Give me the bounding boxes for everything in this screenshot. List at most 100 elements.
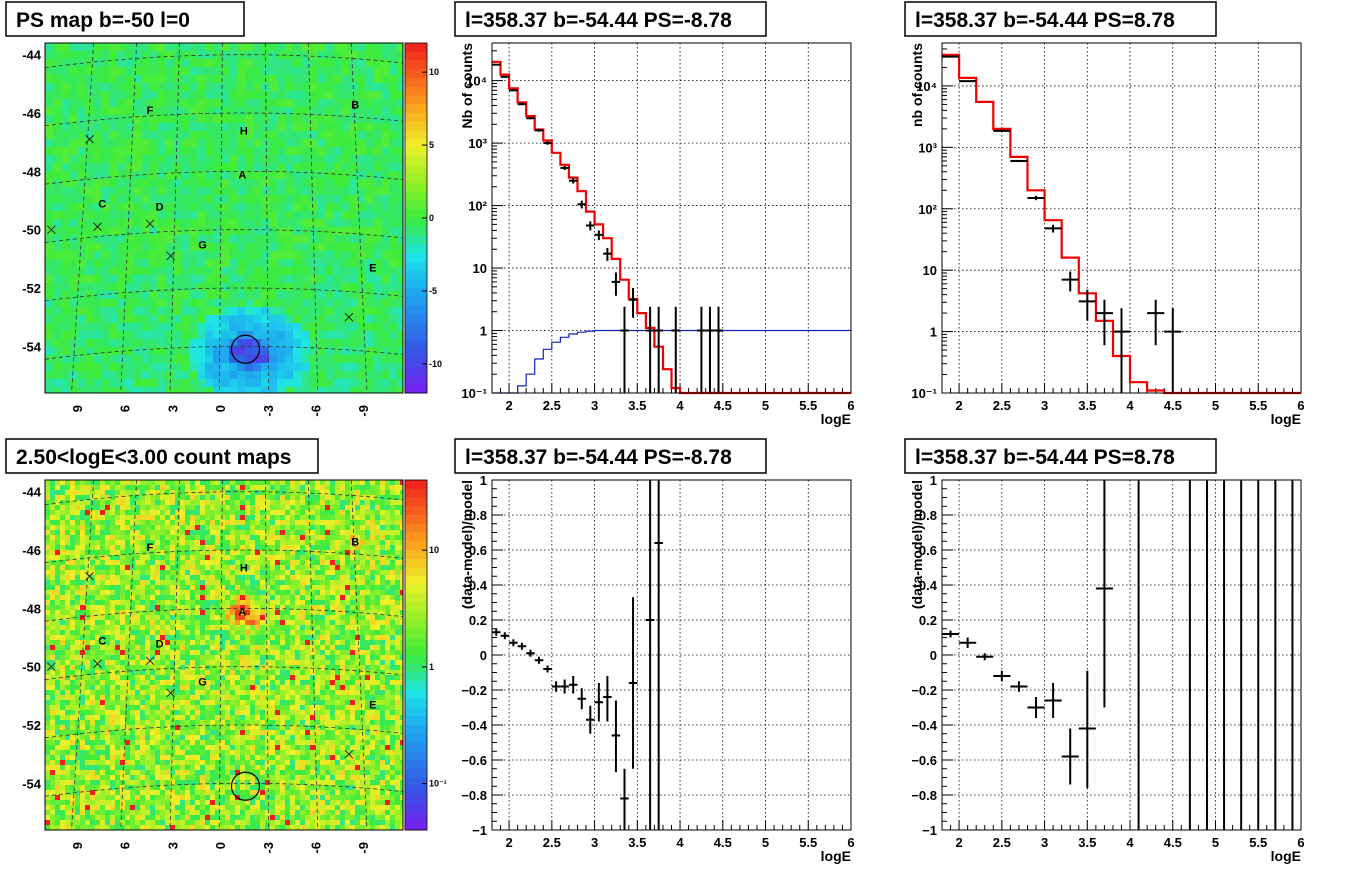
- heatmap-cell: [77, 251, 85, 259]
- heatmap-cell: [115, 605, 120, 610]
- heatmap-cell: [360, 655, 365, 660]
- heatmap-cell: [205, 187, 213, 195]
- heatmap-cell: [133, 51, 141, 59]
- heatmap-cell: [235, 665, 240, 670]
- heatmap-cell: [285, 235, 293, 243]
- heatmap-cell: [77, 83, 85, 91]
- heatmap-cell: [205, 291, 213, 299]
- heatmap-cell: [100, 545, 105, 550]
- heatmap-cell: [365, 67, 373, 75]
- heatmap-cell: [165, 83, 173, 91]
- heatmap-cell: [53, 363, 61, 371]
- heatmap-cell: [53, 179, 61, 187]
- heatmap-cell: [90, 525, 95, 530]
- heatmap-cell: [80, 615, 85, 620]
- heatmap-cell: [285, 355, 293, 363]
- heatmap-cell: [277, 331, 285, 339]
- heatmap-cell: [77, 267, 85, 275]
- heatmap-cell: [390, 655, 395, 660]
- heatmap-cell: [100, 555, 105, 560]
- heatmap-cell: [189, 379, 197, 387]
- heatmap-cell: [85, 267, 93, 275]
- heatmap-cell: [125, 211, 133, 219]
- heatmap-cell: [397, 259, 403, 267]
- heatmap-cell: [110, 515, 115, 520]
- heatmap-cell: [189, 347, 197, 355]
- heatmap-cell: [189, 139, 197, 147]
- heatmap-cell: [150, 485, 155, 490]
- heatmap-cell: [265, 560, 270, 565]
- heatmap-cell: [133, 195, 141, 203]
- heatmap-cell: [109, 139, 117, 147]
- heatmap-cell: [160, 670, 165, 675]
- heatmap-cell: [141, 347, 149, 355]
- heatmap-cell: [400, 640, 403, 645]
- heatmap-cell: [109, 323, 117, 331]
- heatmap-cell: [400, 545, 403, 550]
- heatmap-cell: [105, 640, 110, 645]
- heatmap-cell: [290, 525, 295, 530]
- heatmap-cell: [375, 560, 380, 565]
- heatmap-cell: [77, 387, 85, 393]
- heatmap-cell: [385, 505, 390, 510]
- heatmap-cell: [60, 550, 65, 555]
- heatmap-cell: [380, 655, 385, 660]
- heatmap-cell: [165, 387, 173, 393]
- heatmap-cell: [229, 219, 237, 227]
- heatmap-cell: [395, 495, 400, 500]
- heatmap-cell: [109, 75, 117, 83]
- heatmap-cell: [340, 605, 345, 610]
- heatmap-cell: [205, 227, 213, 235]
- heatmap-cell: [45, 275, 53, 283]
- heatmap-cell: [255, 615, 260, 620]
- heatmap-cell: [325, 155, 333, 163]
- heatmap-cell: [385, 625, 390, 630]
- heatmap-cell: [221, 339, 229, 347]
- heatmap-cell: [245, 323, 253, 331]
- heatmap-cell: [60, 540, 65, 545]
- heatmap-cell: [400, 480, 403, 485]
- heatmap-cell: [85, 227, 93, 235]
- heatmap-cell: [45, 123, 53, 131]
- heatmap-cell: [213, 363, 221, 371]
- target-circle-marker: [230, 334, 261, 364]
- heatmap-cell: [80, 510, 85, 515]
- heatmap-cell: [229, 83, 237, 91]
- heatmap-cell: [55, 590, 60, 595]
- heatmap-cell: [275, 500, 280, 505]
- heatmap-cell: [373, 251, 381, 259]
- heatmap-cell: [285, 347, 293, 355]
- heatmap-cell: [395, 505, 400, 510]
- heatmap-cell: [190, 620, 195, 625]
- heatmap-cell: [220, 635, 225, 640]
- heatmap-cell: [61, 67, 69, 75]
- heatmap-cell: [340, 500, 345, 505]
- heatmap-cell: [197, 235, 205, 243]
- heatmap-cell: [293, 331, 301, 339]
- heatmap-cell: [141, 355, 149, 363]
- heatmap-cell: [117, 131, 125, 139]
- heatmap-cell: [310, 535, 315, 540]
- heatmap-cell: [245, 75, 253, 83]
- heatmap-cell: [245, 605, 250, 610]
- heatmap-cell: [181, 379, 189, 387]
- heatmap-cell: [200, 645, 205, 650]
- heatmap-cell: [75, 680, 80, 685]
- heatmap-cell: [160, 640, 165, 645]
- heatmap-cell: [370, 485, 375, 490]
- heatmap-cell: [373, 171, 381, 179]
- heatmap-cell: [365, 510, 370, 515]
- heatmap-cell: [105, 520, 110, 525]
- heatmap-cell: [269, 371, 277, 379]
- heatmap-cell: [210, 645, 215, 650]
- source-label: E: [369, 263, 376, 275]
- heatmap-cell: [270, 660, 275, 665]
- heatmap-cell: [285, 600, 290, 605]
- heatmap-cell: [100, 590, 105, 595]
- heatmap-cell: [190, 485, 195, 490]
- heatmap-cell: [210, 595, 215, 600]
- heatmap-cell: [230, 505, 235, 510]
- heatmap-cell: [325, 480, 330, 485]
- heatmap-cell: [270, 560, 275, 565]
- heatmap-cell: [200, 500, 205, 505]
